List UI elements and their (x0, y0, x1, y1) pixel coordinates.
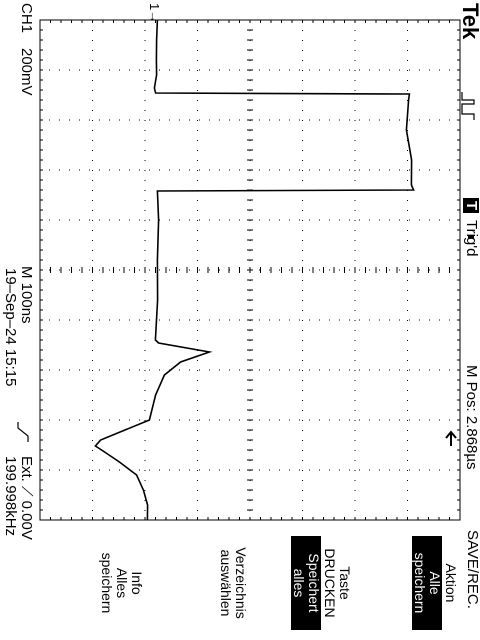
menu-item-info[interactable]: Info Alles speichern (99, 528, 145, 638)
time-per-div: M 100ns (18, 266, 35, 324)
timestamp: 19–Sep–24 15:15 (2, 268, 19, 387)
menu-verzeichnis-label2: auswählen (218, 549, 234, 617)
trigger-status: Trig'd (463, 220, 480, 257)
menu-taste-value: Speichert alles (291, 536, 322, 630)
rising-edge-icon (17, 422, 29, 442)
trigger-badge: T (463, 198, 480, 214)
ch1-ground-marker: 1→ (147, 3, 162, 24)
menu-info-label1: Info (129, 571, 145, 595)
horizontal-position: M Pos: 2.868µs (463, 365, 480, 470)
menu-title: SAVE/REC. (464, 530, 480, 609)
menu-item-aktion[interactable]: Aktion Alle speichern (412, 528, 459, 638)
trigger-waveform-icon (461, 92, 475, 120)
menu-item-taste-drucken[interactable]: Taste DRUCKEN Speichert alles (291, 528, 353, 638)
menu-aktion-label: Aktion (443, 563, 459, 603)
menu-info-label2: Alles (114, 567, 130, 599)
menu-verzeichnis-label1: Verzeichnis (233, 547, 249, 619)
menu-aktion-value: Alle speichern (412, 536, 443, 630)
menu-taste-label1: Taste (337, 566, 353, 600)
brand-logo: Tek (458, 3, 480, 40)
trigger-level-marker (468, 236, 474, 238)
menu-taste-value-line2: alles (291, 568, 307, 598)
channel-label: CH1 (18, 3, 35, 34)
menu-aktion-value-line2: speichern (412, 552, 428, 614)
trigger-frequency: 199.998kHz (2, 456, 19, 537)
menu-item-verzeichnis[interactable]: Verzeichnis auswählen (218, 528, 249, 638)
trigger-position-arrow-icon (445, 430, 457, 446)
graticule (39, 19, 461, 521)
trigger-info: Ext. ⟋ 0.00V (18, 456, 35, 540)
menu-aktion-value-line1: Alle (427, 571, 443, 595)
volts-per-div: 200mV (18, 48, 35, 96)
menu-taste-label2: DRUCKEN (322, 548, 338, 618)
menu-taste-value-line1: Speichert (306, 553, 322, 613)
ch1-trace (94, 19, 415, 521)
menu-info-label3: speichern (99, 552, 115, 614)
